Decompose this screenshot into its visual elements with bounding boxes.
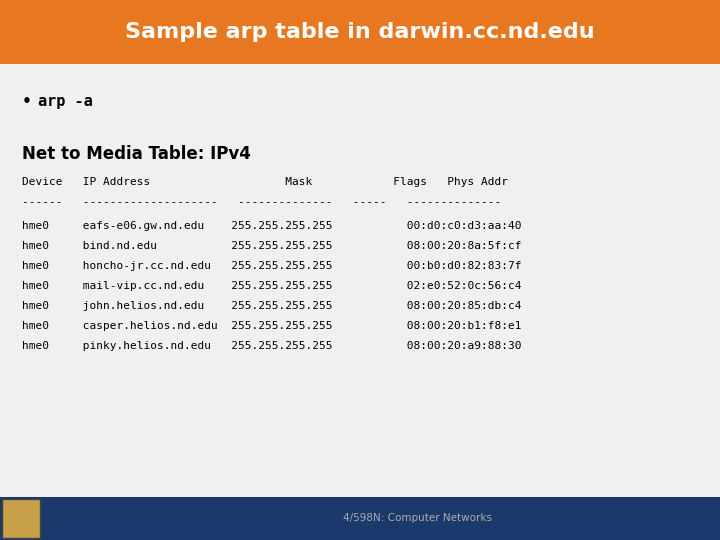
Text: hme0     casper.helios.nd.edu  255.255.255.255           08:00:20:b1:f8:e1: hme0 casper.helios.nd.edu 255.255.255.25… [22,321,521,330]
Bar [0,497,720,540]
Text: Sample arp table in darwin.cc.nd.edu: Sample arp table in darwin.cc.nd.edu [125,22,595,42]
Text: ------   --------------------   --------------   -----   --------------: ------ -------------------- ------------… [22,197,501,207]
Bar [44,499,169,538]
Text: 4/598N: Computer Networks: 4/598N: Computer Networks [343,514,492,523]
Text: hme0     eafs-e06.gw.nd.edu    255.255.255.255           00:d0:c0:d3:aa:40: hme0 eafs-e06.gw.nd.edu 255.255.255.255 … [22,221,521,231]
Text: hme0     honcho-jr.cc.nd.edu   255.255.255.255           00:b0:d0:82:83:7f: hme0 honcho-jr.cc.nd.edu 255.255.255.255… [22,261,521,271]
Text: •: • [22,94,32,109]
Text: hme0     mail-vip.cc.nd.edu    255.255.255.255           02:e0:52:0c:56:c4: hme0 mail-vip.cc.nd.edu 255.255.255.255 … [22,281,521,291]
Text: Net to Media Table: IPv4: Net to Media Table: IPv4 [22,145,251,163]
Text: Device   IP Address                    Mask            Flags   Phys Addr: Device IP Address Mask Flags Phys Addr [22,177,508,187]
Text: arp -a: arp -a [38,94,93,109]
Bar [0,0,720,64]
Text: hme0     john.helios.nd.edu    255.255.255.255           08:00:20:85:db:c4: hme0 john.helios.nd.edu 255.255.255.255 … [22,301,521,310]
Bar [2,499,40,538]
Text: hme0     bind.nd.edu           255.255.255.255           08:00:20:8a:5f:cf: hme0 bind.nd.edu 255.255.255.255 08:00:2… [22,241,521,251]
Text: hme0     pinky.helios.nd.edu   255.255.255.255           08:00:20:a9:88:30: hme0 pinky.helios.nd.edu 255.255.255.255… [22,341,521,350]
